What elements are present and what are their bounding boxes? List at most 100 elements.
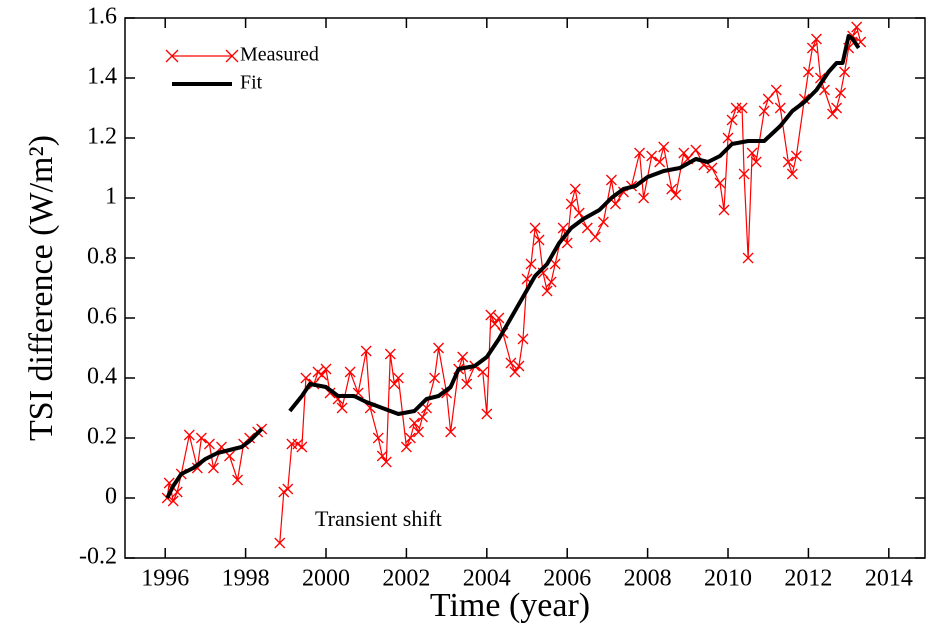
data-point <box>232 474 244 486</box>
x-tick-label: 2008 <box>624 566 672 592</box>
data-point <box>477 366 489 378</box>
data-point <box>408 417 420 429</box>
plot-frame <box>124 17 926 559</box>
y-tick-label: 1 <box>105 184 117 210</box>
data-point <box>634 147 646 159</box>
data-point <box>806 42 818 54</box>
data-point <box>605 174 617 186</box>
data-point <box>445 426 457 438</box>
data-point <box>183 429 195 441</box>
data-point <box>392 372 404 384</box>
data-point <box>678 147 690 159</box>
data-point <box>714 177 726 189</box>
legend-marker <box>225 49 239 63</box>
data-point <box>851 21 863 33</box>
data-point <box>666 183 678 195</box>
data-point <box>513 360 525 372</box>
data-point <box>762 93 774 105</box>
annotation: Transient shift <box>315 506 442 531</box>
data-point <box>296 441 308 453</box>
data-point <box>541 285 553 297</box>
data-point <box>404 432 416 444</box>
data-point <box>167 495 179 507</box>
x-tick-label: 2014 <box>865 566 913 592</box>
data-point <box>320 363 332 375</box>
data-point <box>529 222 541 234</box>
data-point <box>839 66 851 78</box>
data-point <box>726 114 738 126</box>
y-axis-title: TSI difference (W/m²) <box>23 135 60 441</box>
y-tick-label: 0.8 <box>87 244 117 270</box>
data-point <box>380 456 392 468</box>
data-point <box>316 369 328 381</box>
y-tick-label: -0.2 <box>79 544 117 570</box>
x-tick-label: 2012 <box>784 566 832 592</box>
data-point <box>597 216 609 228</box>
y-tick-label: 1.2 <box>87 124 117 150</box>
data-point <box>810 33 822 45</box>
series-line <box>166 26 862 544</box>
data-point <box>827 108 838 120</box>
data-point <box>384 348 396 360</box>
data-point <box>533 234 545 246</box>
data-point <box>581 222 593 234</box>
data-point <box>274 537 286 549</box>
y-tick-label: 1.4 <box>87 64 117 90</box>
data-point <box>400 441 412 453</box>
data-point <box>300 372 312 384</box>
legend-label: Measured <box>240 44 319 66</box>
data-point <box>565 198 577 210</box>
data-point <box>638 192 650 204</box>
data-point <box>589 231 601 243</box>
data-point <box>282 483 294 495</box>
data-point <box>509 366 521 378</box>
data-point <box>457 351 469 363</box>
y-tick-label: 0.6 <box>87 304 117 330</box>
y-tick-label: 1.6 <box>87 4 117 30</box>
data-point <box>417 411 428 423</box>
data-point <box>336 402 348 414</box>
data-point <box>207 462 219 474</box>
data-point <box>203 438 215 450</box>
data-point <box>195 432 207 444</box>
data-point <box>835 87 847 99</box>
data-point <box>376 450 388 462</box>
data-point <box>774 102 786 114</box>
data-point <box>485 309 497 321</box>
data-point <box>388 378 400 390</box>
data-point <box>736 102 748 114</box>
data-point <box>344 366 356 378</box>
data-point <box>360 345 372 357</box>
y-tick-label: 0.2 <box>87 424 117 450</box>
data-point <box>609 198 621 210</box>
data-point <box>429 372 441 384</box>
x-tick-label: 2000 <box>302 566 350 592</box>
data-point <box>819 84 830 96</box>
legend-marker <box>165 49 179 63</box>
data-point <box>782 156 794 168</box>
data-point <box>690 144 702 156</box>
data-point <box>658 141 670 153</box>
x-axis-title: Time (year) <box>430 587 590 624</box>
data-point <box>549 258 561 270</box>
data-point <box>545 276 557 288</box>
data-point <box>646 150 658 162</box>
legend-label: Fit <box>240 72 263 94</box>
data-point <box>505 357 517 369</box>
data-point <box>517 333 529 345</box>
data-point <box>706 162 718 174</box>
data-point <box>654 156 666 168</box>
x-tick-label: 1996 <box>141 566 189 592</box>
data-point <box>786 168 798 180</box>
data-point <box>481 408 493 420</box>
data-point <box>461 378 473 390</box>
data-point <box>372 432 384 444</box>
y-tick-label: 0 <box>105 484 117 510</box>
data-point <box>413 426 424 438</box>
x-tick-label: 1998 <box>222 566 270 592</box>
data-point <box>831 102 843 114</box>
data-point <box>489 318 501 330</box>
data-point <box>493 312 505 324</box>
data-point <box>573 207 585 219</box>
